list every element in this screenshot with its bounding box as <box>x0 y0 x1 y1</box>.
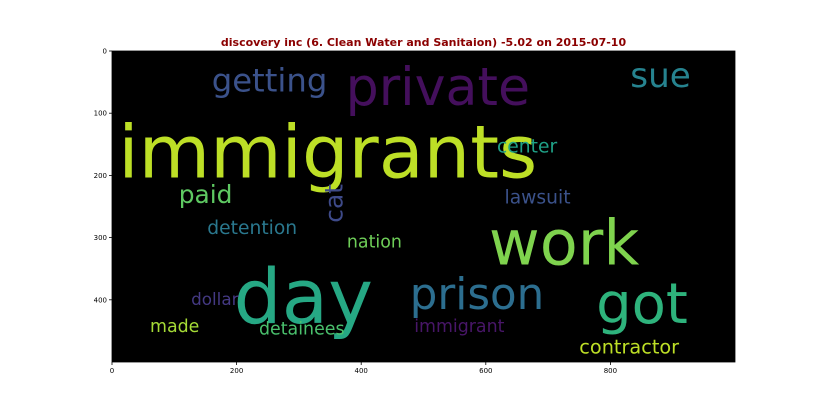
word-cat: cat <box>320 184 349 223</box>
word-nation: nation <box>347 233 402 253</box>
word-immigrants: immigrants <box>118 110 537 195</box>
word-dollar: dollar <box>191 289 239 309</box>
word-detention: detention <box>207 218 297 239</box>
word-private: private <box>346 58 531 118</box>
word-work: work <box>489 206 640 279</box>
y-tick-label: 300 <box>94 234 107 242</box>
chart-title: discovery inc (6. Clean Water and Sanita… <box>221 36 627 49</box>
y-tick-label: 0 <box>103 48 107 56</box>
word-layer: immigrants day work private got prison getting… <box>118 56 691 358</box>
y-axis: 0 100 200 300 400 <box>94 48 112 304</box>
y-tick-label: 400 <box>94 296 107 304</box>
word-immigrant: immigrant <box>414 317 504 337</box>
x-tick-label: 200 <box>230 367 243 375</box>
word-center: center <box>497 136 557 157</box>
y-tick-label: 100 <box>94 110 107 118</box>
word-sue: sue <box>630 56 691 96</box>
word-day: day <box>234 253 374 341</box>
x-axis: 0 200 400 600 800 <box>110 362 617 375</box>
x-tick-label: 600 <box>479 367 492 375</box>
plot-background <box>112 51 735 362</box>
x-tick-label: 400 <box>355 367 368 375</box>
word-contractor: contractor <box>579 335 679 358</box>
y-tick-label: 200 <box>94 172 107 180</box>
x-tick-label: 800 <box>604 367 617 375</box>
word-paid: paid <box>179 180 233 209</box>
plot-frame <box>111 50 736 363</box>
word-prison: prison <box>410 270 544 320</box>
word-made: made <box>150 317 199 337</box>
word-lawsuit: lawsuit <box>505 187 571 208</box>
word-detainees: detainees <box>259 320 345 340</box>
word-getting: getting <box>212 61 328 99</box>
x-tick-label: 0 <box>110 367 114 375</box>
word-got: got <box>596 272 688 337</box>
